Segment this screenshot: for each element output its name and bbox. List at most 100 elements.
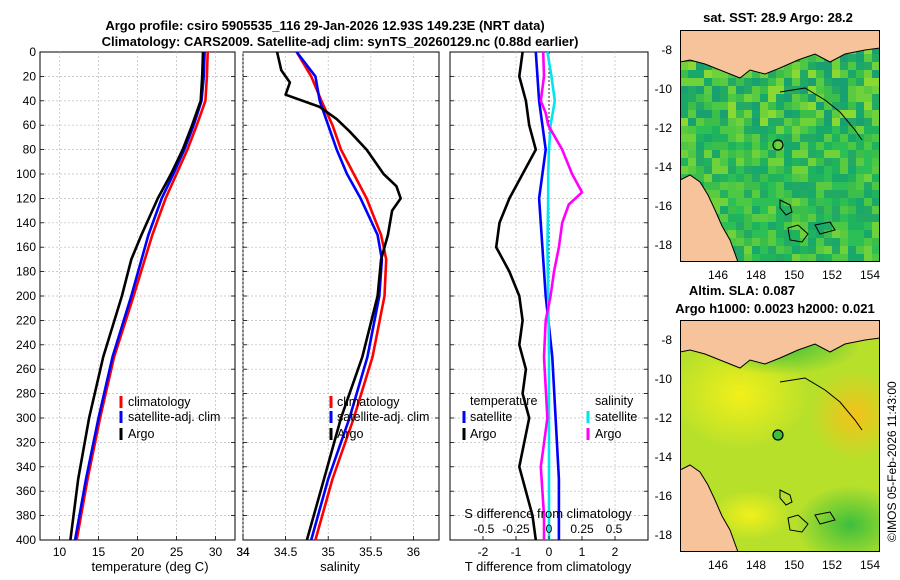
x-tick-label: 34.5 xyxy=(274,545,298,559)
sst-cell xyxy=(704,142,712,150)
sst-cell xyxy=(720,206,728,214)
sst-cell xyxy=(856,190,864,198)
sst-cell xyxy=(864,102,872,110)
map-xtick: 152 xyxy=(822,268,842,282)
y-tick-label: 320 xyxy=(16,435,36,449)
sst-cell xyxy=(864,198,872,206)
sst-cell xyxy=(736,214,744,222)
sst-cell xyxy=(728,102,736,110)
sst-cell xyxy=(824,150,832,158)
sst-cell xyxy=(736,102,744,110)
top-tick-label: -0.5 xyxy=(474,522,495,536)
sst-cell xyxy=(704,70,712,78)
sst-cell xyxy=(784,222,792,230)
sst-cell xyxy=(736,94,744,102)
sst-cell xyxy=(832,182,840,190)
land-australia xyxy=(680,465,738,552)
sst-cell xyxy=(752,246,760,254)
y-tick-label: 80 xyxy=(23,143,37,157)
sst-cell xyxy=(704,94,712,102)
sst-cell xyxy=(872,142,880,150)
sst-cell xyxy=(816,198,824,206)
sst-cell xyxy=(744,134,752,142)
sst-cell xyxy=(752,158,760,166)
sst-cell xyxy=(848,126,856,134)
sst-cell xyxy=(720,78,728,86)
sst-cell xyxy=(824,214,832,222)
sst-cell xyxy=(808,134,816,142)
sst-cell xyxy=(696,102,704,110)
sst-cell xyxy=(840,54,848,62)
sst-cell xyxy=(712,94,720,102)
sst-cell xyxy=(800,174,808,182)
sst-cell xyxy=(784,174,792,182)
sst-cell xyxy=(784,150,792,158)
sst-cell xyxy=(744,110,752,118)
argo-location-marker xyxy=(772,429,784,441)
sst-cell xyxy=(816,206,824,214)
sst-cell xyxy=(712,206,720,214)
x-tick-label: 35.5 xyxy=(359,545,383,559)
sst-cell xyxy=(776,174,784,182)
sst-cell xyxy=(768,222,776,230)
sst-cell xyxy=(848,78,856,86)
sst-cell xyxy=(752,102,760,110)
sst-cell xyxy=(760,198,768,206)
sst-cell xyxy=(864,158,872,166)
sst-cell xyxy=(872,94,880,102)
series-line-temperature-argo xyxy=(494,51,538,541)
sst-cell xyxy=(776,126,784,134)
sst-cell xyxy=(728,110,736,118)
legend-label-sal-satellite: satellite xyxy=(595,410,637,424)
sst-cell xyxy=(840,230,848,238)
sst-cell xyxy=(744,206,752,214)
sst-cell xyxy=(872,102,880,110)
map-xtick: 152 xyxy=(822,558,842,572)
sst-cell xyxy=(744,190,752,198)
sst-cell xyxy=(728,118,736,126)
sst-cell xyxy=(744,198,752,206)
sst-cell xyxy=(824,254,832,262)
sst-cell xyxy=(840,222,848,230)
sst-cell xyxy=(808,110,816,118)
legend-label-temp-argo: Argo xyxy=(470,427,496,441)
sst-cell xyxy=(832,70,840,78)
sst-cell xyxy=(784,94,792,102)
sst-cell xyxy=(816,158,824,166)
sst-cell xyxy=(848,198,856,206)
sst-cell xyxy=(752,214,760,222)
sst-cell xyxy=(744,70,752,78)
sst-cell xyxy=(856,230,864,238)
sst-cell xyxy=(728,198,736,206)
sst-cell xyxy=(712,158,720,166)
sst-cell xyxy=(792,254,800,262)
sst-cell xyxy=(792,62,800,70)
sst-cell xyxy=(696,86,704,94)
x-tick-label: 20 xyxy=(131,545,145,559)
sst-cell xyxy=(864,214,872,222)
y-tick-label: 0 xyxy=(29,45,36,59)
sst-cell xyxy=(680,102,688,110)
sst-cell xyxy=(760,166,768,174)
sst-cell xyxy=(680,62,688,70)
sst-cell xyxy=(776,158,784,166)
sst-cell xyxy=(840,182,848,190)
sst-cell xyxy=(760,118,768,126)
sst-cell xyxy=(712,182,720,190)
legend-label-climatology: climatology xyxy=(128,395,191,409)
sst-cell xyxy=(696,78,704,86)
sst-cell xyxy=(728,134,736,142)
y-tick-label: 360 xyxy=(16,484,36,498)
sst-cell xyxy=(752,110,760,118)
sst-cell xyxy=(816,182,824,190)
sst-cell xyxy=(856,150,864,158)
sst-cell xyxy=(744,102,752,110)
sst-cell xyxy=(760,86,768,94)
map-ytick: -12 xyxy=(655,121,673,135)
sst-cell xyxy=(792,150,800,158)
sst-cell xyxy=(728,174,736,182)
sst-cell xyxy=(704,174,712,182)
sst-cell xyxy=(784,182,792,190)
sst-cell xyxy=(848,214,856,222)
map-ytick: -14 xyxy=(655,160,673,174)
